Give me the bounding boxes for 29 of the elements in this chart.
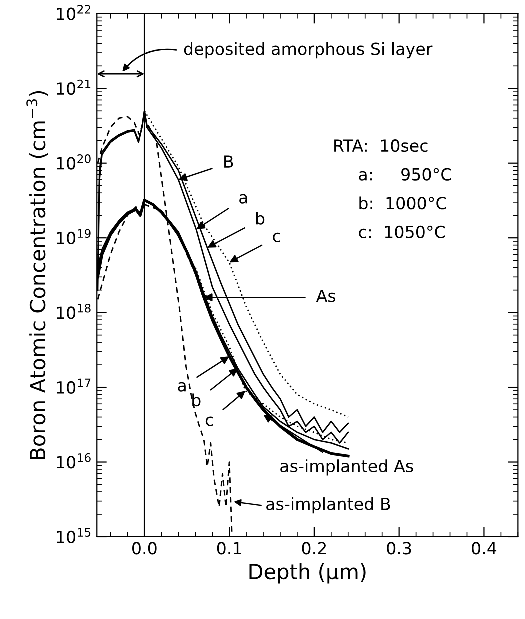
annotation: as-implanted B (266, 498, 390, 514)
annotation: a (240, 194, 248, 204)
annotation: As (316, 290, 336, 302)
x-tick-label: 0.2 (302, 542, 326, 555)
x-tick-label: 0.4 (472, 542, 497, 555)
x-tick-label: 0.1 (217, 542, 242, 555)
y-tick-label: 10$^{15}$ (57, 528, 91, 544)
annotation: as-implanted As (280, 460, 414, 476)
x-tick-label: 0.0 (132, 542, 157, 555)
y-tick-label: 10$^{22}$ (57, 5, 90, 20)
annotation: c: 1050°C (359, 226, 446, 238)
annotation: b (256, 212, 265, 225)
y-tick-label: 10$^{18}$ (57, 304, 91, 320)
y-tick-label: 10$^{21}$ (57, 80, 91, 96)
annotation: a: 950°C (359, 168, 452, 181)
annotation: B (224, 156, 234, 168)
annotation: c (273, 232, 280, 242)
annotation: b: 1000°C (360, 196, 446, 210)
y-tick-label: 10$^{16}$ (57, 453, 91, 469)
annotation: deposited amorphous Si layer (184, 42, 433, 59)
y-tick-label: 10$^{20}$ (57, 154, 91, 170)
annotation: c (206, 416, 214, 426)
y-axis-title: Boron Atomic Concentration (cm$^{−3}$) (26, 91, 48, 460)
annotation: a (178, 382, 186, 392)
y-tick-label: 10$^{17}$ (57, 378, 91, 394)
x-axis-title: Depth (μm) (250, 564, 366, 584)
y-tick-label: 10$^{19}$ (57, 229, 91, 245)
x-tick-label: 0.3 (387, 542, 412, 555)
annotation: RTA: 10sec (334, 140, 428, 152)
